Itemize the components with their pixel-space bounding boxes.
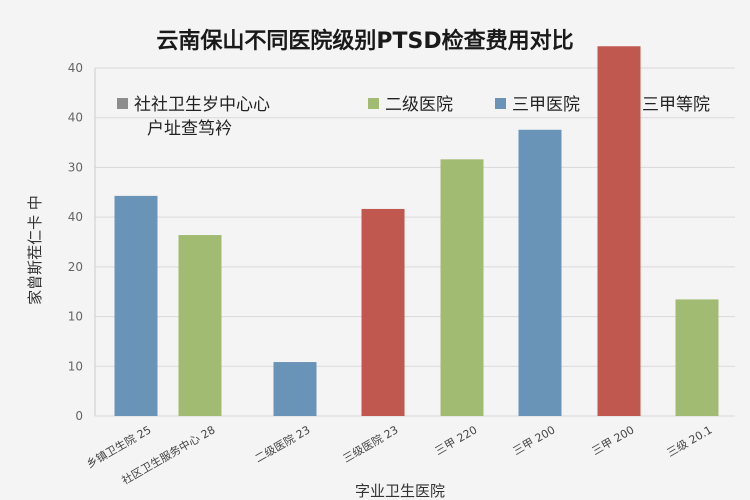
bar [361, 208, 405, 416]
x-tick-label: 二级医院 23 [252, 422, 312, 465]
y-tick-label: 20 [68, 260, 83, 274]
legend-label: 社社卫生岁中心心户址查笃衿 [134, 95, 270, 139]
bar [178, 235, 222, 416]
y-tick-label: 40 [68, 210, 83, 224]
legend-swatch [625, 98, 636, 109]
y-tick-label: 10 [68, 310, 83, 324]
x-tick-label: 三甲 220 [433, 423, 480, 458]
x-tick-label: 三甲 200 [511, 423, 558, 458]
legend-swatch [368, 98, 379, 109]
x-tick-label: 三级医院 23 [340, 422, 400, 465]
bar [273, 362, 317, 416]
bar [440, 159, 484, 416]
legend-label: 三甲等院 [642, 95, 710, 115]
y-tick-label: 40 [68, 111, 83, 125]
y-tick-label: 40 [68, 61, 83, 75]
y-axis-title: 家曾斯茬仁卡 中 [26, 195, 44, 305]
legend-label: 三甲医院 [512, 95, 580, 115]
legend-swatch [117, 98, 128, 109]
x-axis-title: 字业卫生医院 [355, 482, 445, 500]
legend-swatch [495, 98, 506, 109]
x-tick-label: 三甲 200 [590, 423, 637, 458]
bar [675, 299, 719, 416]
bar [518, 129, 562, 416]
legend-label: 二级医院 [385, 95, 453, 115]
y-tick-label: 0 [75, 409, 83, 423]
y-tick-label: 10 [68, 359, 83, 373]
x-tick-label: 三级 20.1 [665, 423, 715, 459]
chart-title: 云南保山不同医院级别PTSD检查费用对比 [156, 28, 573, 54]
y-tick-label: 30 [68, 160, 83, 174]
bar [114, 195, 158, 416]
